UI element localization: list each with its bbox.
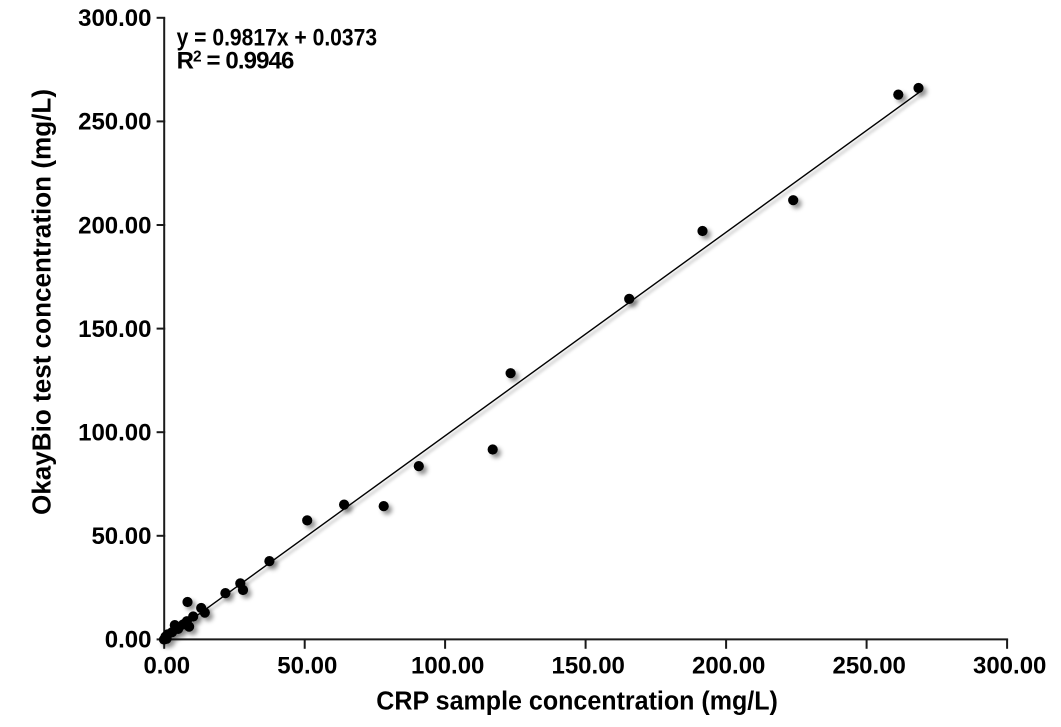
svg-text:150.00: 150.00 (551, 653, 624, 680)
svg-text:200.00: 200.00 (78, 212, 151, 239)
svg-text:300.00: 300.00 (973, 653, 1046, 680)
svg-text:100.00: 100.00 (411, 653, 484, 680)
svg-text:OkayBio test concentration (mg: OkayBio test concentration (mg/L) (29, 89, 57, 515)
svg-text:200.00: 200.00 (692, 653, 765, 680)
svg-text:150.00: 150.00 (78, 316, 151, 343)
svg-text:250.00: 250.00 (78, 109, 151, 136)
svg-text:300.00: 300.00 (78, 5, 151, 32)
svg-text:CRP sample concentration (mg/L: CRP sample concentration (mg/L) (376, 688, 778, 716)
svg-text:100.00: 100.00 (78, 420, 151, 447)
svg-text:250.00: 250.00 (832, 653, 905, 680)
svg-text:50.00: 50.00 (91, 523, 151, 550)
svg-text:y = 0.9817x + 0.0373: y = 0.9817x + 0.0373 (177, 25, 378, 52)
svg-text:0.00: 0.00 (105, 627, 152, 654)
svg-text:0.00: 0.00 (143, 653, 190, 680)
svg-text:50.00: 50.00 (277, 653, 337, 680)
